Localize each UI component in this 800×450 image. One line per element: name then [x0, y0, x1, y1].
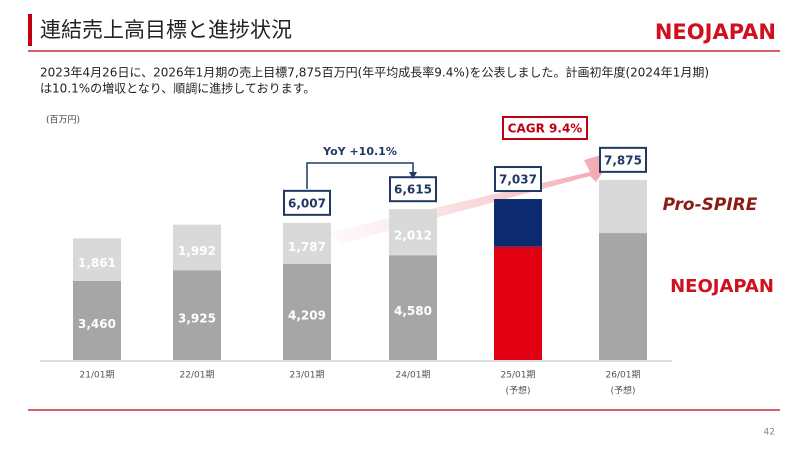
page-number: 42: [764, 428, 775, 438]
yoy-bracket: [306, 162, 414, 189]
yoy-label: YoY +10.1%: [322, 145, 397, 158]
bar-segment: [599, 233, 647, 360]
x-tick-note: (予想): [505, 385, 530, 397]
total-box: [494, 166, 542, 193]
bar-segment: [73, 238, 121, 281]
x-tick-label: 26/01期: [606, 370, 641, 381]
total-label: 7,037: [499, 173, 537, 187]
bar-segment: [73, 280, 121, 360]
x-tick-label: 21/01期: [80, 370, 115, 381]
bar-value-label: 1,992: [178, 244, 216, 258]
total-box: [389, 176, 437, 203]
note-line: は10.1%の増収となり、順調に進捗しております。: [40, 82, 315, 96]
x-tick-label: 24/01期: [396, 370, 431, 381]
x-tick-label: 25/01期: [501, 370, 536, 381]
total-label: 6,615: [394, 183, 432, 197]
total-box: [599, 146, 647, 173]
bar-segment: [494, 246, 542, 360]
bar-segment: [599, 179, 647, 234]
growth-arrow: [330, 150, 618, 244]
legend-entry: Pro-SPIRE: [663, 195, 758, 215]
bar-segment: [173, 224, 221, 271]
slide-title: 連結売上高目標と進捗状況: [40, 18, 292, 42]
bar-segment: [283, 263, 331, 360]
note-line: 2023年4月26日に、2026年1月期の売上目標7,875百万円(年平均成長率…: [40, 65, 709, 80]
total-label: 6,007: [288, 196, 326, 210]
bar-value-label: 4,209: [288, 308, 326, 322]
x-tick-label: 23/01期: [290, 370, 325, 381]
legend-entry: NEOJAPAN: [670, 276, 774, 297]
cagr-label: CAGR 9.4%: [508, 122, 583, 136]
bar-value-label: 3,925: [178, 312, 216, 326]
bar-value-label: 1,787: [288, 240, 326, 254]
x-tick-note: (予想): [610, 385, 635, 397]
bar-value-label: 1,861: [78, 256, 116, 270]
cagr-box: [502, 116, 588, 140]
yoy-arrowhead: [409, 172, 417, 179]
bar-value-label: 4,580: [394, 304, 432, 318]
logo: NEOJAPAN: [655, 20, 776, 44]
unit-label: (百万円): [46, 115, 80, 126]
bar-segment: [389, 255, 437, 360]
bar-segment: [494, 199, 542, 247]
bar-value-label: 3,460: [78, 317, 116, 331]
x-tick-label: 22/01期: [180, 370, 215, 381]
bar-segment: [283, 222, 331, 264]
title-accent: [28, 14, 32, 46]
bar-segment: [173, 270, 221, 360]
total-label: 7,875: [604, 153, 642, 167]
bar-value-label: 2,012: [394, 229, 432, 243]
total-box: [283, 189, 331, 216]
bar-segment: [389, 209, 437, 256]
